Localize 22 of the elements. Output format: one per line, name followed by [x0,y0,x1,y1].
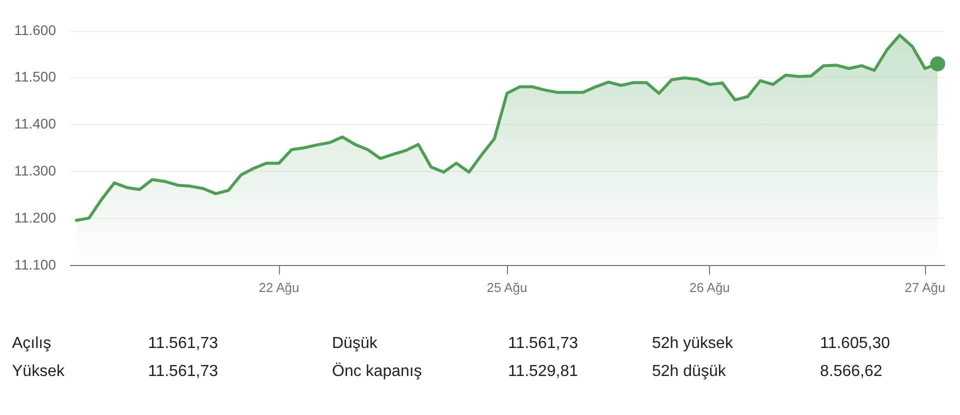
text: Açılış [12,335,52,353]
text: 52h düşük [652,363,726,381]
x-tick-label: 27 Ağu [904,280,946,295]
text: 11.529,81 [508,363,578,381]
text: Düşük [332,335,378,353]
y-tick-label: 11.500 [14,68,56,85]
text: Önc kapanış [332,363,422,381]
text: 11.605,30 [820,335,890,353]
text: 52h yüksek [652,335,733,353]
x-tick-label: 26 Ağu [689,280,730,295]
y-tick-label: 11.600 [14,22,56,38]
x-tick-label: 25 Ağu [486,280,528,295]
text: 11.561,73 [148,363,218,381]
text: 11.561,73 [508,335,578,353]
text: Yüksek [12,363,64,381]
x-tick-label: 22 Ağu [258,280,300,295]
text: 11.561,73 [148,335,218,353]
y-tick-label: 11.100 [14,256,56,272]
y-tick-label: 11.300 [14,162,56,178]
text: 8.566,62 [820,363,882,381]
y-tick-label: 11.200 [14,209,56,226]
y-tick-label: 11.400 [14,116,56,132]
